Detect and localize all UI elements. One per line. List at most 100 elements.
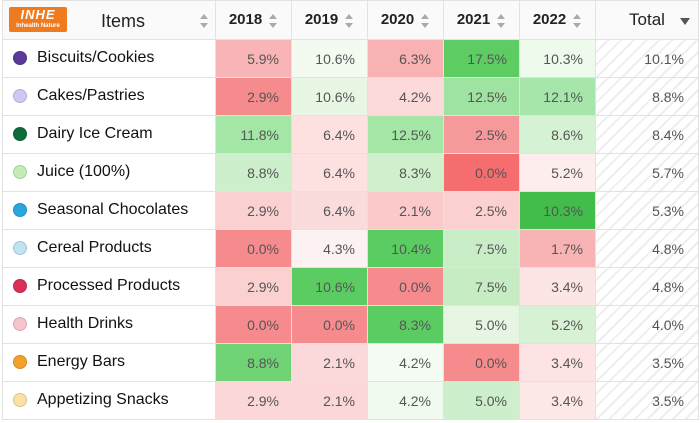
legend-dot-icon (13, 127, 27, 142)
items-column-header[interactable]: INHE Inhealth Nature Items (2, 0, 216, 40)
item-cell: Juice (100%) (2, 153, 216, 192)
sort-icon[interactable] (199, 13, 209, 29)
value-cell: 12.1% (519, 77, 596, 116)
legend-dot-wrapper (4, 201, 38, 219)
item-cell: Biscuits/Cookies (2, 39, 216, 78)
value-cell: 10.6% (291, 267, 368, 306)
value-cell: 4.3% (291, 229, 368, 268)
table-row[interactable]: Health Drinks 0.0% 0.0% 8.3% 5.0% 5.2% 4.0% (2, 305, 699, 344)
value-cell: 4.2% (367, 381, 444, 420)
item-label: Appetizing Snacks (37, 391, 169, 409)
item-label: Processed Products (37, 277, 181, 295)
total-cell: 5.3% (595, 191, 699, 230)
item-cell: Energy Bars (2, 343, 216, 382)
item-cell: Appetizing Snacks (2, 381, 216, 420)
legend-dot-icon (13, 393, 27, 408)
legend-dot-wrapper (4, 353, 38, 371)
value-cell: 8.3% (367, 305, 444, 344)
table-row[interactable]: Seasonal Chocolates 2.9% 6.4% 2.1% 2.5% 10.3%… (2, 191, 699, 230)
value-cell: 4.2% (367, 343, 444, 382)
sort-icon[interactable] (344, 13, 354, 29)
logo-text: INHE (20, 7, 56, 22)
value-cell: 0.0% (215, 229, 292, 268)
value-cell: 7.5% (443, 229, 520, 268)
total-cell: 10.1% (595, 39, 699, 78)
value-cell: 5.2% (519, 153, 596, 192)
year-column-header[interactable]: 2019 (291, 0, 368, 40)
legend-dot-wrapper (4, 163, 38, 181)
sort-icon[interactable] (420, 13, 430, 29)
legend-dot-icon (13, 279, 27, 294)
value-cell: 0.0% (443, 343, 520, 382)
value-cell: 8.8% (215, 343, 292, 382)
total-cell: 3.5% (595, 381, 699, 420)
sort-icon[interactable] (496, 13, 506, 29)
value-cell: 0.0% (291, 305, 368, 344)
legend-dot-icon (13, 355, 27, 370)
table-row[interactable]: Dairy Ice Cream 11.8% 6.4% 12.5% 2.5% 8.6% 8.4… (2, 115, 699, 154)
legend-dot-wrapper (4, 125, 38, 143)
legend-dot-icon (13, 51, 27, 66)
value-cell: 6.3% (367, 39, 444, 78)
item-cell: Seasonal Chocolates (2, 191, 216, 230)
sort-icon[interactable] (572, 13, 582, 29)
value-cell: 10.6% (291, 39, 368, 78)
sort-icon[interactable] (268, 13, 278, 29)
year-column-header[interactable]: 2021 (443, 0, 520, 40)
value-cell: 5.0% (443, 305, 520, 344)
year-label: 2022 (532, 11, 567, 29)
value-cell: 12.5% (367, 115, 444, 154)
legend-dot-wrapper (4, 391, 38, 409)
item-label: Juice (100%) (37, 163, 131, 181)
table-row[interactable]: Processed Products 2.9% 10.6% 0.0% 7.5% 3.4% 4… (2, 267, 699, 306)
item-cell: Cereal Products (2, 229, 216, 268)
value-cell: 8.3% (367, 153, 444, 192)
table-body: Biscuits/Cookies 5.9% 10.6% 6.3% 17.5% 10.3% 1… (2, 39, 699, 420)
value-cell: 8.6% (519, 115, 596, 154)
item-cell: Cakes/Pastries (2, 77, 216, 116)
year-column-header[interactable]: 2018 (215, 0, 292, 40)
total-cell: 8.8% (595, 77, 699, 116)
total-cell: 5.7% (595, 153, 699, 192)
table-row[interactable]: Appetizing Snacks 2.9% 2.1% 4.2% 5.0% 3.4% 3.5… (2, 381, 699, 420)
table-row[interactable]: Cakes/Pastries 2.9% 10.6% 4.2% 12.5% 12.1% 8.8… (2, 77, 699, 116)
year-label: 2019 (304, 11, 339, 29)
table-row[interactable]: Biscuits/Cookies 5.9% 10.6% 6.3% 17.5% 10.3% 1… (2, 39, 699, 78)
value-cell: 1.7% (519, 229, 596, 268)
value-cell: 10.3% (519, 191, 596, 230)
year-column-header[interactable]: 2020 (367, 0, 444, 40)
value-cell: 2.9% (215, 77, 292, 116)
value-cell: 5.0% (443, 381, 520, 420)
total-column-header[interactable]: Total (595, 0, 699, 40)
value-cell: 3.4% (519, 381, 596, 420)
legend-dot-icon (13, 165, 27, 180)
value-cell: 11.8% (215, 115, 292, 154)
header-row: INHE Inhealth Nature Items 2018 2019 202… (2, 0, 699, 40)
table-row[interactable]: Cereal Products 0.0% 4.3% 10.4% 7.5% 1.7% 4.8% (2, 229, 699, 268)
value-cell: 5.2% (519, 305, 596, 344)
legend-dot-icon (13, 317, 27, 332)
item-label: Health Drinks (37, 315, 134, 333)
year-column-header[interactable]: 2022 (519, 0, 596, 40)
value-cell: 3.4% (519, 267, 596, 306)
total-cell: 4.8% (595, 267, 699, 306)
table-row[interactable]: Juice (100%) 8.8% 6.4% 8.3% 0.0% 5.2% 5.7% (2, 153, 699, 192)
legend-dot-icon (13, 89, 27, 104)
sort-desc-icon[interactable] (680, 18, 690, 25)
value-cell: 12.5% (443, 77, 520, 116)
legend-dot-wrapper (4, 49, 38, 67)
total-cell: 4.8% (595, 229, 699, 268)
value-cell: 2.9% (215, 381, 292, 420)
item-cell: Dairy Ice Cream (2, 115, 216, 154)
value-cell: 0.0% (443, 153, 520, 192)
legend-dot-wrapper (4, 277, 38, 295)
total-cell: 8.4% (595, 115, 699, 154)
value-cell: 6.4% (291, 153, 368, 192)
value-cell: 10.3% (519, 39, 596, 78)
year-label: 2020 (380, 11, 415, 29)
value-cell: 2.5% (443, 115, 520, 154)
year-label: 2018 (228, 11, 263, 29)
value-cell: 2.9% (215, 191, 292, 230)
table-row[interactable]: Energy Bars 8.8% 2.1% 4.2% 0.0% 3.4% 3.5% (2, 343, 699, 382)
